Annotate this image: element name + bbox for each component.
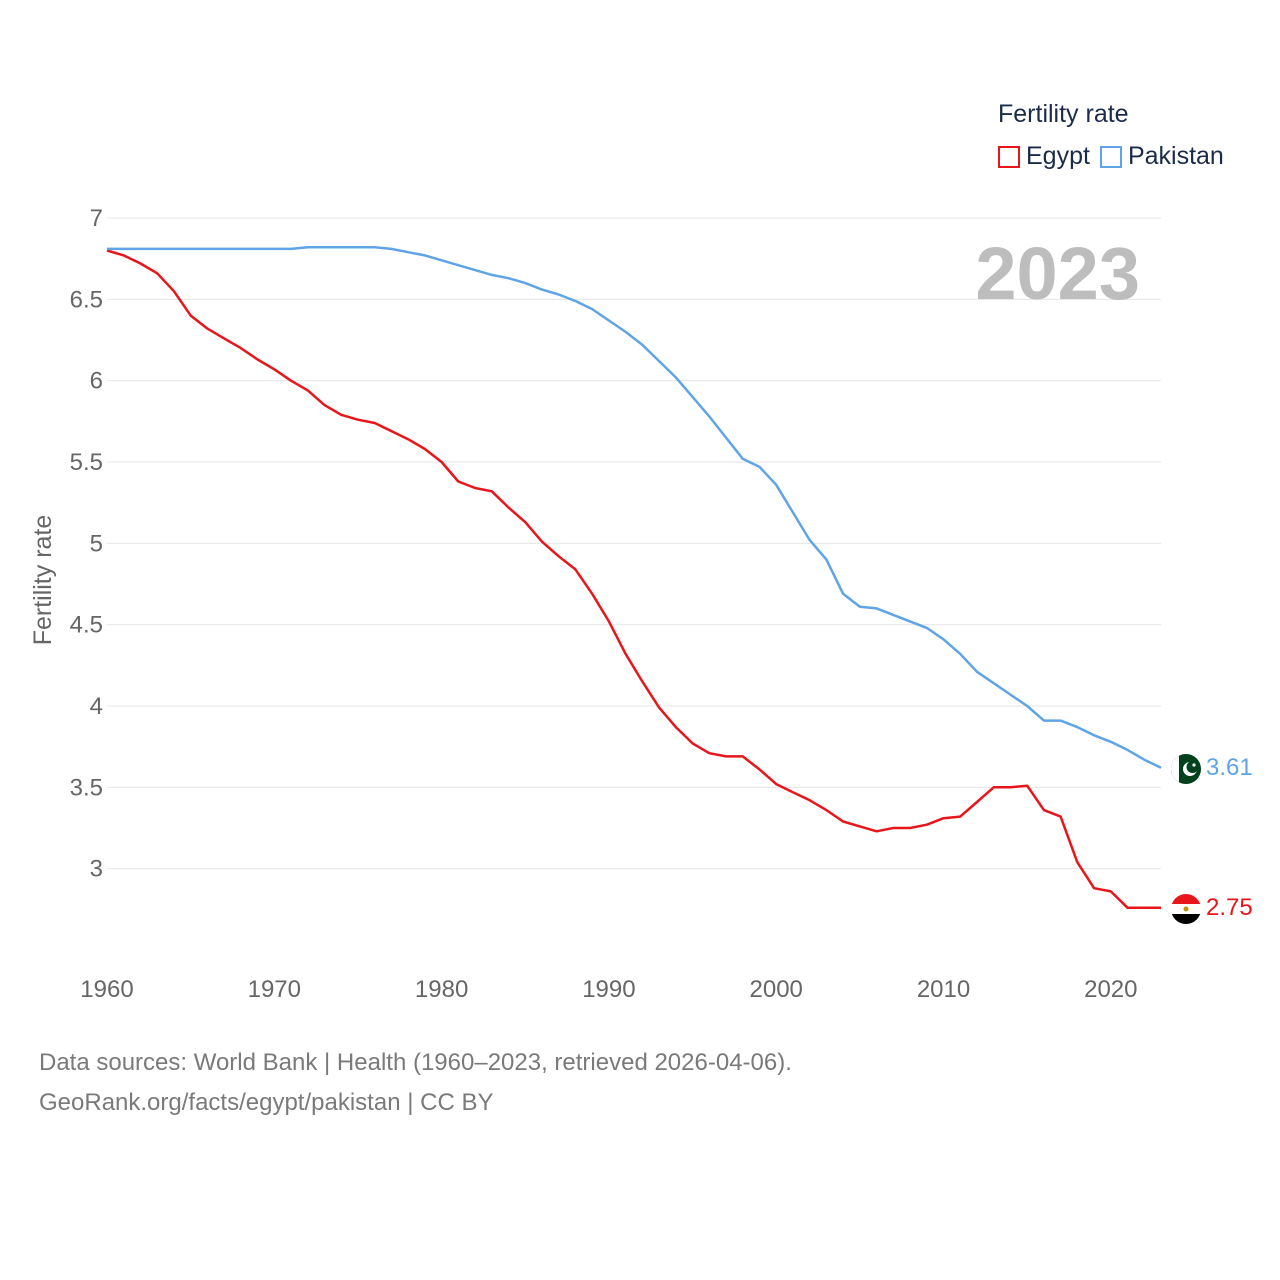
legend-item-pakistan[interactable]: Pakistan (1099, 142, 1224, 171)
series-line-egypt[interactable] (106, 249, 1161, 909)
series-line-pakistan[interactable] (107, 246, 1162, 769)
legend-label-egypt: Egypt (1026, 142, 1090, 170)
sources-line-2[interactable]: GeoRank.org/facts/egypt/pakistan | CC BY (39, 1089, 494, 1116)
y-tick-label: 3.5 (70, 774, 103, 801)
legend-item-egypt[interactable]: Egypt (998, 142, 1090, 171)
x-tick-label: 2000 (750, 976, 803, 1003)
pakistan-flag-icon (1171, 754, 1201, 784)
legend-swatch-egypt (998, 145, 1020, 168)
y-tick-label: 6.5 (70, 286, 103, 313)
y-axis-label: Fertility rate (29, 515, 57, 646)
y-tick-label: 5 (90, 530, 103, 557)
data-sources: Data sources: World Bank | Health (1960–… (39, 1043, 792, 1123)
y-tick-label: 6 (90, 368, 103, 395)
legend: Egypt Pakistan (998, 142, 1224, 171)
pakistan-end-value: 3.61 (1206, 754, 1253, 781)
y-axis-ticks: 3 3.5 4 4.5 5 5.5 6 6.5 7 (70, 205, 103, 883)
legend-label-pakistan: Pakistan (1127, 142, 1224, 170)
sources-line-1: Data sources: World Bank | Health (1960–… (39, 1049, 792, 1076)
egypt-end-value: 2.75 (1206, 894, 1253, 921)
x-tick-label: 2020 (1084, 976, 1137, 1003)
year-label: 2023 (975, 232, 1140, 315)
egypt-flag-icon (1171, 894, 1201, 924)
x-tick-label: 1980 (415, 976, 468, 1003)
y-tick-label: 7 (90, 205, 103, 232)
y-tick-label: 3 (90, 856, 103, 883)
y-tick-label: 5.5 (70, 449, 103, 476)
gridlines (107, 217, 1161, 870)
series-lines (106, 246, 1162, 909)
x-tick-label: 2010 (917, 976, 970, 1003)
legend-title: Fertility rate (998, 100, 1129, 128)
y-tick-label: 4 (90, 693, 103, 720)
legend-swatch-pakistan (1099, 145, 1122, 168)
y-tick-label: 4.5 (70, 612, 103, 639)
x-tick-label: 1970 (248, 976, 301, 1003)
x-tick-label: 1990 (582, 976, 635, 1003)
x-tick-label: 1960 (80, 976, 133, 1003)
x-axis-ticks: 1960 1970 1980 1990 2000 2010 2020 (80, 976, 1137, 1003)
